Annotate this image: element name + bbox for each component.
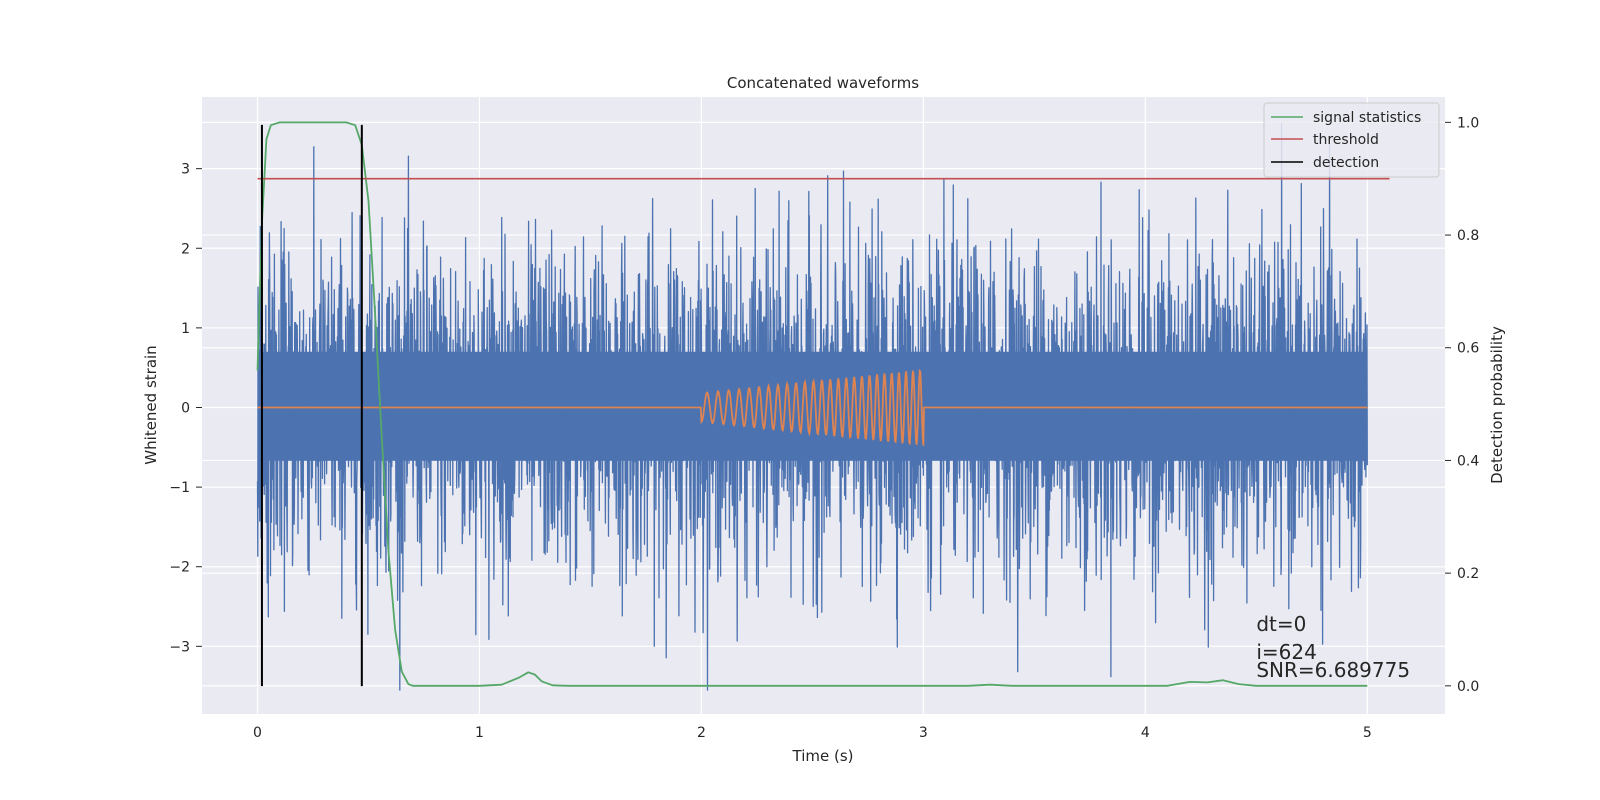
y-tick-label: 2 xyxy=(181,241,190,257)
y-axis-label: Whitened strain xyxy=(142,345,160,464)
legend: signal statistics threshold detection xyxy=(1264,103,1439,177)
x-tick-label: 0 xyxy=(253,725,262,741)
y-tick-label: 0 xyxy=(181,400,190,416)
annotation-snr: SNR=6.689775 xyxy=(1256,658,1410,682)
x-axis-label: Time (s) xyxy=(792,747,854,765)
chart-figure: 0 1 2 3 4 5 −3 −2 −1 0 1 2 3 0.0 0.2 0.4 0.6 0.8 1.0 Conca… xyxy=(0,0,1600,800)
x-tick-label: 4 xyxy=(1141,725,1150,741)
x-tick-label: 5 xyxy=(1363,725,1372,741)
y-tick-label: −3 xyxy=(169,639,190,655)
legend-label-threshold: threshold xyxy=(1313,132,1379,148)
y2-tick-label: 0.2 xyxy=(1457,566,1479,582)
x-tick-label: 1 xyxy=(475,725,484,741)
x-tick-label: 2 xyxy=(697,725,706,741)
y2-axis-label: Detection probability xyxy=(1488,326,1506,484)
legend-label-signal-statistics: signal statistics xyxy=(1313,110,1421,126)
y-tick-label: 1 xyxy=(181,321,190,337)
legend-label-detection: detection xyxy=(1313,155,1379,171)
y2-tick-label: 1.0 xyxy=(1457,115,1479,131)
y2-tick-label: 0.0 xyxy=(1457,679,1479,695)
y-tick-label: 3 xyxy=(181,162,190,178)
chart-title: Concatenated waveforms xyxy=(727,74,919,92)
y2-tick-label: 0.4 xyxy=(1457,453,1479,469)
y2-tick-label: 0.6 xyxy=(1457,341,1479,357)
y-tick-label: −2 xyxy=(169,560,190,576)
y2-tick-label: 0.8 xyxy=(1457,228,1479,244)
annotation-dt: dt=0 xyxy=(1256,612,1306,636)
x-tick-label: 3 xyxy=(919,725,928,741)
y-tick-label: −1 xyxy=(169,480,190,496)
